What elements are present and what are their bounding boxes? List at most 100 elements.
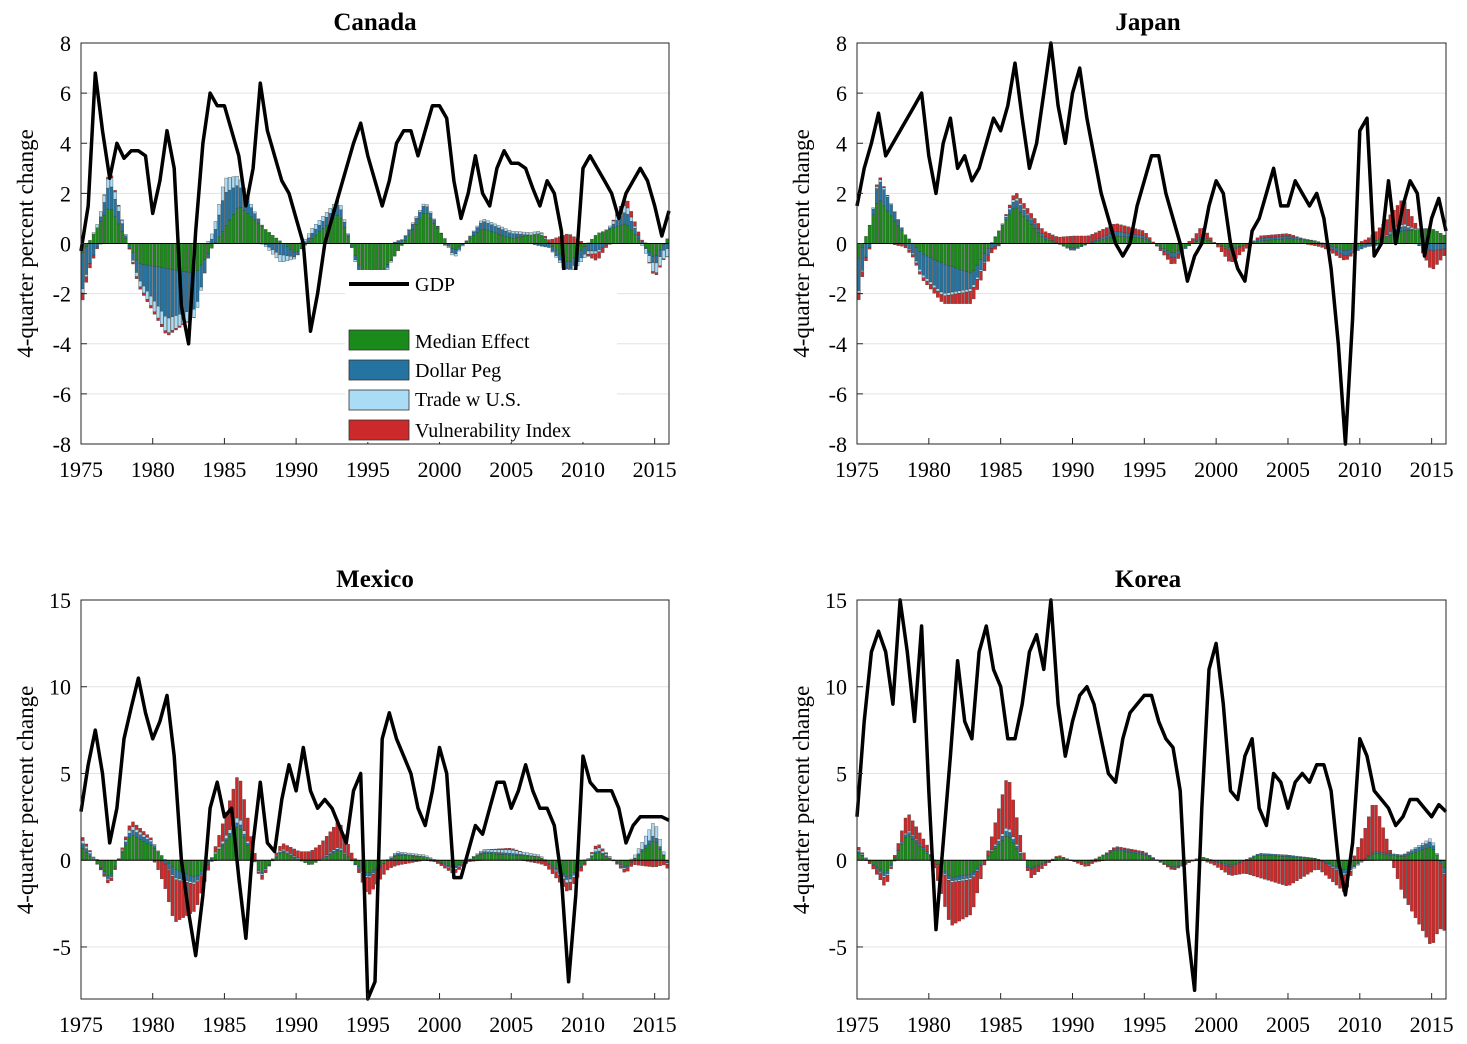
- bar-vulnerability-index: [443, 865, 447, 869]
- bar-median-effect: [1442, 234, 1446, 244]
- bar-median-effect: [1122, 851, 1127, 861]
- y-tick-label: 8: [836, 31, 847, 56]
- bar-dollar-peg: [878, 181, 883, 202]
- bar-dollar-peg: [174, 869, 178, 879]
- bar-vulnerability-index: [565, 233, 569, 244]
- bar-median-effect: [921, 243, 926, 255]
- bar-trade-us: [278, 254, 282, 262]
- bar-vulnerability-index: [1119, 224, 1123, 233]
- bar-trade-us: [972, 284, 976, 288]
- bar-dollar-peg: [450, 248, 454, 253]
- bar-median-effect: [256, 222, 261, 244]
- bar-dollar-peg: [665, 243, 669, 250]
- bar-median-effect: [857, 852, 861, 861]
- bar-trade-us: [342, 219, 347, 223]
- bar-median-effect: [263, 860, 268, 869]
- x-tick-label: 2015: [1410, 457, 1454, 482]
- bar-vulnerability-index: [647, 262, 651, 264]
- bar-vulnerability-index: [939, 294, 944, 302]
- bar-dollar-peg: [454, 249, 458, 255]
- bar-median-effect: [997, 843, 1001, 861]
- bar-median-effect: [651, 840, 655, 861]
- bar-trade-us: [993, 844, 997, 847]
- x-tick-label: 2005: [489, 1012, 533, 1037]
- bar-dollar-peg: [1388, 233, 1393, 236]
- bar-dollar-peg: [256, 219, 261, 224]
- bar-dollar-peg: [109, 186, 114, 210]
- bar-median-effect: [572, 860, 576, 873]
- bar-dollar-peg: [547, 243, 551, 248]
- bar-vulnerability-index: [1248, 860, 1252, 876]
- bar-vulnerability-index: [982, 263, 987, 271]
- bar-median-effect: [525, 855, 530, 861]
- bar-vulnerability-index: [968, 291, 972, 304]
- bar-dollar-peg: [1004, 217, 1008, 221]
- bar-trade-us: [1000, 833, 1005, 837]
- bar-vulnerability-index: [1061, 236, 1066, 244]
- bar-median-effect: [278, 853, 282, 861]
- bar-vulnerability-index: [590, 253, 594, 259]
- bar-vulnerability-index: [1011, 195, 1015, 201]
- bar-dollar-peg: [626, 214, 630, 226]
- bar-median-effect: [1266, 855, 1270, 861]
- bar-dollar-peg: [1413, 848, 1418, 853]
- bar-vulnerability-index: [1284, 233, 1288, 237]
- bar-median-effect: [475, 232, 479, 244]
- bar-dollar-peg: [1094, 239, 1098, 242]
- bar-dollar-peg: [292, 251, 296, 258]
- bar-vulnerability-index: [1273, 234, 1278, 238]
- y-tick-label: -2: [829, 282, 847, 307]
- bar-vulnerability-index: [238, 780, 243, 821]
- bar-dollar-peg: [1277, 236, 1281, 240]
- bar-dollar-peg: [195, 875, 200, 881]
- bar-median-effect: [990, 851, 994, 861]
- bar-trade-us: [124, 234, 128, 236]
- x-tick-label: 2010: [561, 1012, 605, 1037]
- legend-label-median-effect: Median Effect: [415, 331, 530, 353]
- bar-median-effect: [188, 860, 193, 876]
- bar-vulnerability-index: [626, 867, 630, 872]
- bar-dollar-peg: [246, 843, 250, 846]
- bar-dollar-peg: [1417, 847, 1421, 852]
- bar-vulnerability-index: [1022, 852, 1026, 860]
- bar-vulnerability-index: [1058, 236, 1062, 244]
- bar-vulnerability-index: [882, 877, 886, 886]
- bar-vulnerability-index: [654, 272, 659, 276]
- bar-trade-us: [871, 207, 875, 210]
- bar-vulnerability-index: [156, 860, 160, 870]
- bar-median-effect: [511, 237, 515, 244]
- bar-dollar-peg: [982, 253, 987, 263]
- bar-vulnerability-index: [400, 860, 404, 865]
- bar-vulnerability-index: [1033, 867, 1037, 875]
- x-tick-label: 2010: [1338, 1012, 1382, 1037]
- bar-median-effect: [314, 234, 318, 244]
- bar-trade-us: [529, 232, 533, 236]
- bar-trade-us: [328, 852, 332, 854]
- bar-median-effect: [532, 234, 537, 244]
- bar-vulnerability-index: [170, 875, 175, 916]
- bar-vulnerability-index: [1266, 235, 1270, 238]
- bar-median-effect: [170, 860, 175, 868]
- bar-dollar-peg: [1345, 250, 1349, 256]
- bar-trade-us: [1011, 836, 1015, 840]
- bar-dollar-peg: [436, 226, 440, 229]
- bar-vulnerability-index: [651, 860, 655, 868]
- bar-median-effect: [192, 860, 196, 878]
- bar-dollar-peg: [195, 270, 200, 302]
- bar-median-effect: [936, 860, 940, 865]
- bar-trade-us: [91, 857, 96, 859]
- bar-median-effect: [1234, 243, 1238, 248]
- bar-trade-us: [525, 232, 530, 236]
- bar-vulnerability-index: [1158, 248, 1163, 251]
- bar-median-effect: [1270, 239, 1274, 244]
- bar-dollar-peg: [1370, 852, 1375, 855]
- bar-vulnerability-index: [889, 866, 893, 870]
- y-tick-label: 10: [49, 675, 71, 700]
- bar-dollar-peg: [1306, 857, 1310, 859]
- bar-trade-us: [192, 882, 196, 885]
- bar-median-effect: [644, 847, 648, 861]
- bar-median-effect: [1385, 854, 1389, 861]
- bar-vulnerability-index: [91, 254, 96, 259]
- bar-dollar-peg: [127, 245, 132, 249]
